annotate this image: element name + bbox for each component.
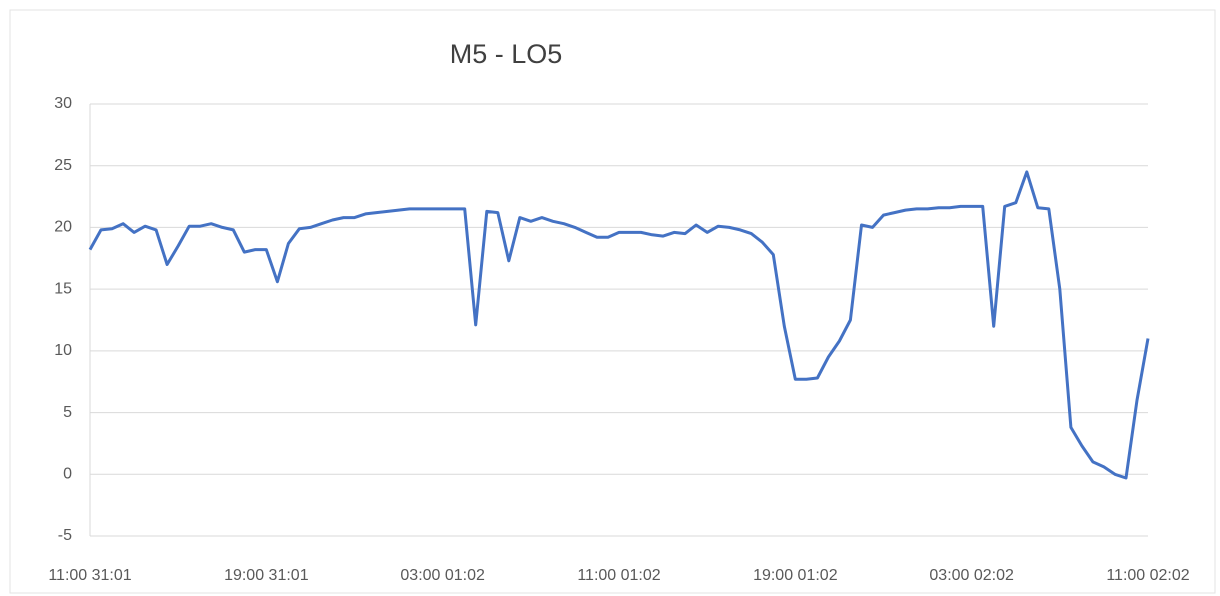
- x-tick-label: 11:00 02:02: [1106, 567, 1189, 584]
- y-tick-label: 0: [63, 466, 72, 483]
- x-tick-label: 03:00 01:02: [400, 567, 485, 584]
- x-tick-label: 19:00 01:02: [753, 567, 838, 584]
- x-tick-label: 11:00 31:01: [48, 567, 131, 584]
- y-tick-label: 25: [54, 157, 72, 174]
- chart-title: M5 - LO5: [450, 39, 563, 69]
- y-tick-label: 10: [54, 342, 72, 359]
- y-tick-label: -5: [58, 527, 72, 544]
- y-tick-label: 5: [63, 404, 72, 421]
- chart-frame: [9, 9, 1216, 594]
- y-tick-label: 30: [54, 95, 72, 112]
- line-series: [88, 170, 1150, 480]
- x-tick-label: 03:00 02:02: [929, 567, 1014, 584]
- y-tick-label: 20: [54, 219, 72, 236]
- x-tick-label: 19:00 31:01: [224, 567, 309, 584]
- x-tick-label: 11:00 01:02: [577, 567, 660, 584]
- y-tick-label: 15: [54, 280, 72, 297]
